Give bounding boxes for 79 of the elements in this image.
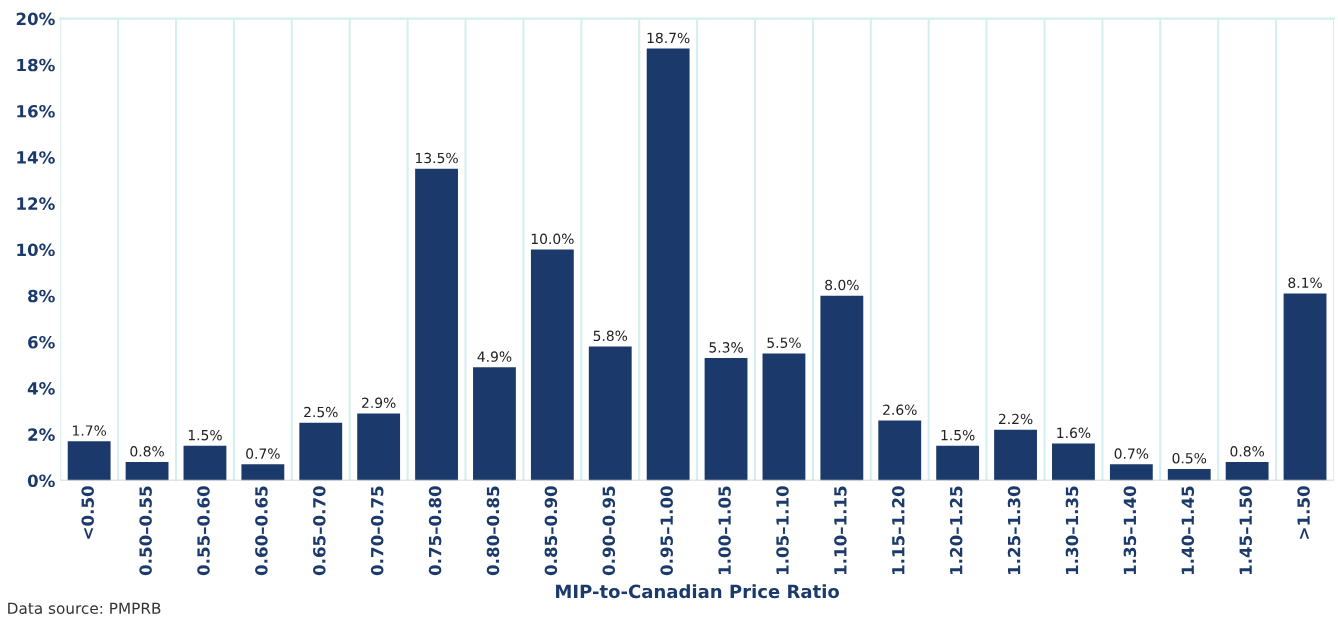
bar: [588, 346, 632, 481]
data-label: 8.0%: [825, 279, 859, 291]
y-tick-label: 12%: [17, 197, 55, 210]
y-tick-label: 8%: [28, 289, 55, 303]
y-tick-label: 10%: [17, 243, 55, 257]
bar: [1225, 462, 1269, 481]
data-label: 2.5%: [304, 406, 338, 418]
data-label: 2.9%: [362, 397, 396, 409]
y-tick-label: 18%: [17, 58, 55, 72]
bar: [299, 422, 343, 481]
x-tick-label: 1.05–1.10: [776, 486, 789, 575]
x-tick-label: >1.50: [1297, 486, 1310, 539]
bar: [1109, 464, 1153, 481]
data-label: 4.9%: [477, 351, 512, 362]
x-tick-label: 1.30–1.35: [1065, 486, 1079, 575]
x-axis-title: MIP-to-Canadian Price Ratio: [556, 584, 840, 599]
x-tick-label: 0.65–0.70: [312, 486, 326, 576]
data-label: 0.7%: [1114, 448, 1149, 459]
x-tick-label: 1.45–1.50: [1239, 486, 1252, 575]
x-tick-label: 1.10–1.15: [834, 486, 847, 575]
x-tick-label: 1.25–1.30: [1007, 486, 1021, 575]
data-label: 5.8%: [593, 330, 628, 342]
data-label: 1.7%: [73, 425, 107, 436]
y-tick-label: 2%: [28, 428, 55, 441]
x-tick-label: 1.35–1.40: [1123, 486, 1137, 575]
data-label: 1.5%: [188, 429, 222, 441]
bar: [762, 353, 806, 481]
bar: [415, 168, 458, 481]
data-label: 0.8%: [130, 446, 164, 457]
y-tick-label: 4%: [27, 382, 55, 395]
y-tick-label: 20%: [16, 12, 55, 26]
bar: [125, 462, 169, 481]
x-tick-label: 0.75–0.80: [428, 486, 442, 576]
bar: [183, 445, 227, 481]
bar: [473, 367, 516, 481]
bar: [878, 420, 922, 481]
data-label: 0.8%: [1230, 446, 1265, 457]
data-label: 5.5%: [767, 337, 801, 349]
bar: [1167, 468, 1211, 481]
x-tick-label: <0.50: [81, 486, 94, 539]
bar: [357, 413, 401, 481]
data-label: 13.5%: [416, 152, 458, 164]
data-label: 8.1%: [1288, 277, 1322, 288]
bar: [646, 48, 690, 481]
x-tick-label: 1.00–1.05: [718, 486, 731, 575]
bar: [530, 249, 574, 481]
x-tick-label: 0.85–0.90: [544, 486, 558, 576]
source-note: Data source: PMPRB: [8, 602, 161, 615]
y-tick-label: 6%: [28, 335, 55, 349]
y-tick-label: 14%: [17, 151, 55, 164]
bar: [936, 445, 980, 481]
x-tick-label: 1.20–1.25: [949, 486, 963, 575]
bar: [994, 429, 1037, 481]
x-tick-label: 0.70–0.75: [370, 486, 384, 576]
y-tick-label: 16%: [17, 104, 55, 118]
x-tick-label: 0.80–0.85: [486, 486, 500, 576]
data-label: 1.6%: [1057, 427, 1091, 439]
bar: [67, 441, 111, 481]
data-label: 0.7%: [246, 448, 280, 459]
bar: [820, 295, 864, 481]
bar: [1052, 443, 1095, 481]
data-label: 2.2%: [998, 413, 1033, 425]
data-label: 1.5%: [941, 429, 975, 441]
x-tick-label: 1.40–1.45: [1181, 486, 1195, 575]
data-label: 18.7%: [647, 32, 690, 44]
data-label: 5.3%: [709, 342, 743, 353]
x-tick-label: 0.95–1.00: [660, 486, 673, 576]
bar: [704, 358, 748, 481]
x-tick-label: 0.90–0.95: [602, 486, 616, 576]
bar: [1283, 293, 1327, 481]
x-tick-label: 0.60–0.65: [255, 486, 268, 576]
x-tick-label: 1.15–1.20: [891, 486, 905, 575]
data-label: 2.6%: [883, 404, 917, 415]
data-label: 0.5%: [1172, 452, 1207, 464]
bar: [241, 464, 285, 481]
x-tick-label: 0.55–0.60: [197, 486, 210, 576]
x-tick-label: 0.50–0.55: [139, 486, 152, 576]
data-label: 10.0%: [531, 233, 574, 245]
y-tick-label: 0%: [27, 474, 55, 488]
